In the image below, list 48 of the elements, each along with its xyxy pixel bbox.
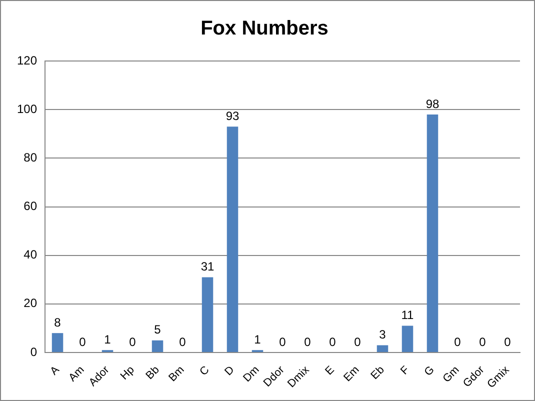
data-label: 0: [179, 334, 186, 349]
data-label: 5: [154, 322, 162, 337]
data-label: 0: [304, 334, 312, 349]
y-tick-label: 0: [30, 344, 38, 359]
y-tick-label: 120: [16, 53, 38, 68]
y-tick-label: 20: [24, 296, 38, 310]
x-tick-label: Em: [342, 364, 362, 384]
x-tick-label: Hp: [118, 364, 137, 382]
bar: [202, 277, 214, 352]
data-label: 0: [79, 334, 86, 349]
x-tick-label: Gm: [440, 364, 462, 385]
data-label: 1: [104, 332, 112, 346]
y-tick-label: 100: [16, 102, 38, 116]
data-label: 8: [54, 315, 62, 330]
x-tick-label: Bb: [144, 364, 162, 382]
x-tick-label: D: [222, 364, 237, 378]
data-label: 1: [254, 332, 262, 346]
bar: [376, 345, 388, 352]
bar: [226, 126, 238, 352]
bar: [52, 333, 64, 352]
data-label: 0: [479, 334, 486, 349]
x-tick-label: F: [398, 364, 412, 378]
data-label: 3: [379, 328, 386, 342]
x-tick-label: Am: [66, 364, 87, 384]
x-tick-label: A: [48, 364, 62, 378]
x-tick-label: G: [422, 364, 437, 379]
data-label: 0: [354, 334, 362, 349]
data-label: 0: [329, 334, 336, 349]
chart-title: Fox Numbers: [200, 18, 328, 40]
y-tick-label: 80: [24, 150, 38, 164]
x-tick-label: Dm: [241, 364, 262, 385]
bar: [152, 340, 164, 352]
data-label: 0: [454, 334, 462, 349]
data-label: 93: [226, 108, 240, 123]
data-label: 0: [504, 334, 512, 349]
bar: [402, 326, 414, 352]
x-tick-label: C: [198, 364, 212, 378]
y-tick-label: 40: [24, 248, 38, 262]
x-tick-label: E: [323, 364, 337, 378]
data-label: 0: [129, 334, 136, 349]
data-label: 31: [200, 260, 215, 274]
data-label: 11: [401, 308, 414, 322]
x-tick-label: Eb: [368, 364, 387, 382]
data-label: 0: [279, 334, 286, 349]
x-tick-label: Bm: [166, 364, 187, 384]
y-tick-label: 60: [24, 199, 38, 214]
data-label: 98: [426, 96, 440, 111]
bar: [426, 114, 438, 352]
